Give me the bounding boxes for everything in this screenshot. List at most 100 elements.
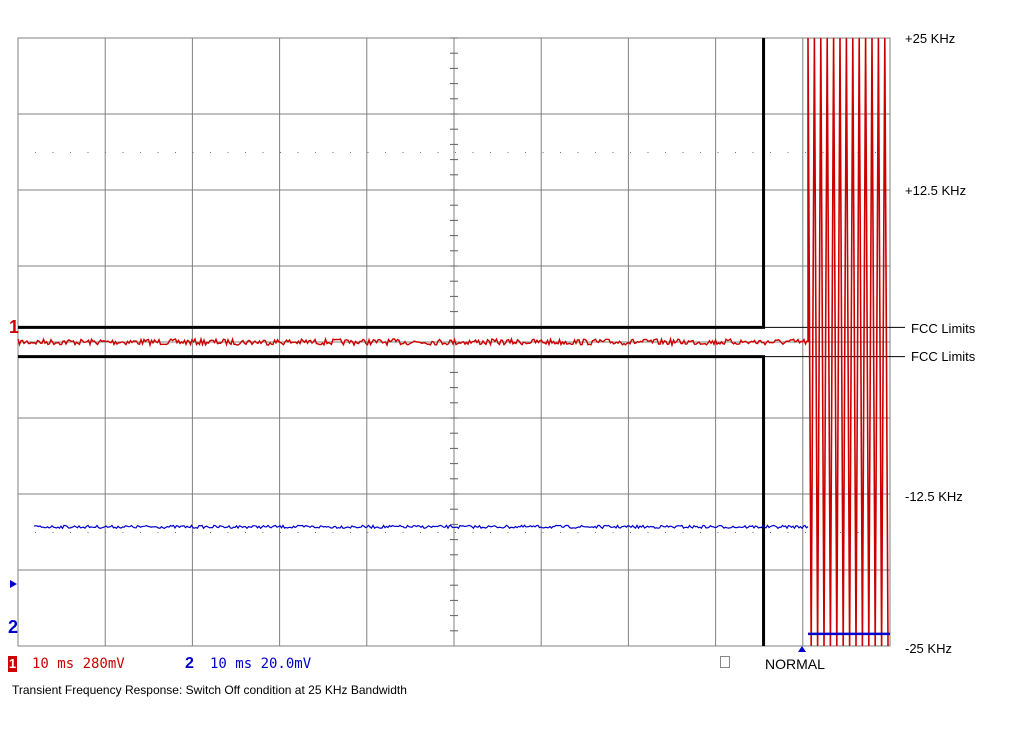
ch1-settings: 10 ms 280mV	[32, 656, 125, 672]
grid-dot	[192, 152, 194, 153]
grid-dot	[315, 152, 316, 153]
grid-dot	[770, 532, 771, 533]
grid-dot	[665, 532, 666, 533]
grid-dot	[787, 152, 789, 153]
grid-dot	[472, 532, 474, 533]
fcc-limit-label-lower: FCC Limits	[911, 349, 976, 364]
grid-dot	[665, 152, 666, 153]
ch2-badge: 2	[185, 655, 194, 672]
grid-dot	[87, 532, 89, 533]
grid-dot	[525, 532, 526, 533]
grid-dot	[420, 152, 421, 153]
grid-dot	[315, 532, 316, 533]
grid-dot	[490, 152, 491, 153]
grid-dot	[70, 532, 71, 533]
grid-dot	[490, 532, 491, 533]
grid-dot	[542, 152, 544, 153]
grid-dot	[612, 532, 614, 533]
grid-dot	[752, 532, 754, 533]
grid-dot	[52, 532, 54, 533]
grid-dot	[52, 152, 54, 153]
grid-dot	[507, 152, 509, 153]
grid-dot	[437, 152, 439, 153]
grid-dot	[402, 152, 404, 153]
grid-dot	[210, 532, 211, 533]
grid-dot	[140, 152, 141, 153]
grid-dot	[350, 152, 351, 153]
y-label-top: +25 KHz	[905, 31, 956, 46]
grid-dot	[122, 532, 124, 533]
grid-dot	[577, 532, 579, 533]
grid-dot	[735, 152, 736, 153]
grid-dot	[455, 532, 456, 533]
grid-dot	[507, 532, 509, 533]
grid-dot	[682, 532, 684, 533]
grid-dot	[595, 152, 596, 153]
grid-dot	[245, 152, 246, 153]
grid-dot	[875, 152, 876, 153]
trigger-indicator-box	[720, 656, 730, 668]
fcc-limit-lines	[18, 38, 905, 646]
grid-dot	[297, 152, 299, 153]
grid-dot	[157, 532, 159, 533]
grid-dot	[787, 532, 789, 533]
traces	[17, 37, 890, 647]
grid-dot	[385, 532, 386, 533]
grid-dot	[770, 152, 771, 153]
ch2-ground-arrow	[10, 580, 17, 588]
y-label-bottom: -25 KHz	[905, 641, 952, 656]
fcc-limit-upper	[18, 38, 766, 329]
grid-dot	[122, 152, 124, 153]
grid-dot	[840, 532, 841, 533]
fcc-limit-label-upper: FCC Limits	[911, 321, 976, 336]
grid-dot	[35, 532, 36, 533]
grid-dot	[210, 152, 211, 153]
grid-dot	[630, 532, 631, 533]
grid-dot	[332, 532, 334, 533]
trigger-arrow-icon	[798, 646, 806, 652]
grid-dot	[752, 152, 754, 153]
grid-dot	[700, 152, 701, 153]
grid-dot	[385, 152, 386, 153]
grid-dot	[192, 532, 194, 533]
grid-dot	[227, 152, 229, 153]
grid-dot	[612, 152, 614, 153]
grid-dot	[280, 532, 281, 533]
grid-dot	[402, 532, 404, 533]
grid-dot	[297, 532, 299, 533]
y-label-upper: +12.5 KHz	[905, 183, 967, 198]
series-1-oscillation	[807, 37, 889, 647]
grid-dot	[157, 152, 159, 153]
grid-dot	[630, 152, 631, 153]
chart-caption: Transient Frequency Response: Switch Off…	[12, 683, 407, 697]
grid-dot	[560, 532, 561, 533]
grid-dot	[647, 152, 649, 153]
trigger-mode: NORMAL	[765, 656, 825, 672]
grid-dot	[857, 532, 859, 533]
grid-dot	[227, 532, 229, 533]
ch2-marker: 2	[8, 617, 19, 637]
grid-dot	[647, 532, 649, 533]
grid-dot	[805, 532, 806, 533]
grid-dot	[735, 532, 736, 533]
grid-dot	[805, 152, 806, 153]
grid-dot	[717, 532, 719, 533]
grid-dot	[682, 152, 684, 153]
grid-dot	[87, 152, 89, 153]
grid-dot	[262, 532, 264, 533]
grid-dot	[437, 532, 439, 533]
grid-dot	[245, 532, 246, 533]
ch1-marker: 1	[9, 317, 20, 337]
grid-dot	[822, 152, 824, 153]
grid-dot	[700, 532, 701, 533]
grid-dot	[420, 532, 421, 533]
series-1-steady-trace	[17, 336, 808, 348]
grid-dot	[525, 152, 526, 153]
grid-dot	[560, 152, 561, 153]
grid-dot	[262, 152, 264, 153]
grid-dot	[105, 152, 106, 153]
grid-dot	[332, 152, 334, 153]
grid-dot	[472, 152, 474, 153]
grid-dot	[595, 532, 596, 533]
